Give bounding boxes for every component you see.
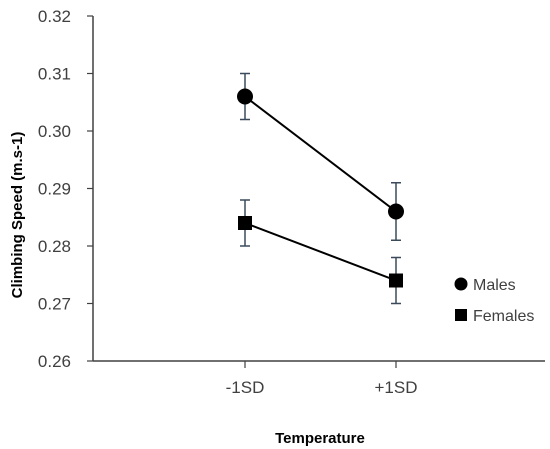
legend-marker-males [454,277,468,291]
y-tick-label: 0.26 [38,352,71,371]
x-axis-title: Temperature [275,430,365,447]
x-tick-label: -1SD [226,378,265,397]
data-point [388,203,404,220]
legend-marker-females [455,309,467,321]
legend: Males Females [454,277,534,325]
data-point [237,88,253,105]
y-tick-label: 0.27 [38,295,71,314]
y-axis-ticks: 0.26 0.27 0.28 0.29 0.30 0.31 0.32 [38,7,93,371]
y-tick-label: 0.28 [38,237,71,256]
y-tick-label: 0.30 [38,122,71,141]
legend-label-females: Females [473,308,534,325]
series-line [244,95,397,213]
y-axis-title: Climbing Speed (m.s-1) [9,132,26,299]
series-males [237,72,404,241]
series-group [237,72,404,305]
x-axis-ticks: -1SD +1SD [226,361,418,397]
y-tick-label: 0.29 [38,180,71,199]
data-point [389,273,403,288]
y-tick-label: 0.32 [38,7,71,26]
data-point [238,216,252,230]
series-line [244,222,397,282]
x-tick-label: +1SD [375,378,418,397]
series-females [238,199,403,305]
y-tick-label: 0.31 [38,65,71,84]
legend-label-males: Males [473,277,516,294]
